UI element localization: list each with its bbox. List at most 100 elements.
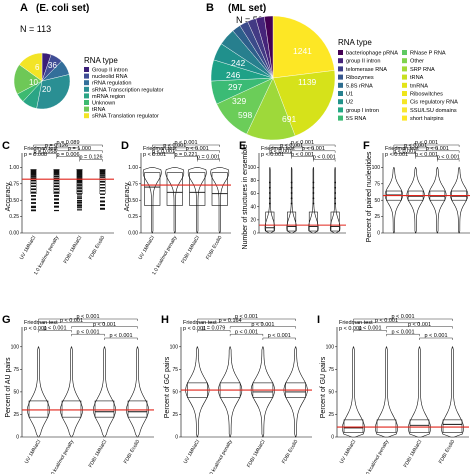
violin [375, 346, 398, 438]
box [442, 419, 463, 433]
data-point [77, 175, 82, 177]
y-tick-label: 50 [374, 198, 380, 204]
data-point [77, 174, 82, 176]
y-tick-label: 100 [11, 344, 20, 350]
panel-letter: H [161, 314, 169, 326]
outlier-point [290, 197, 293, 200]
violin [187, 167, 207, 234]
data-point [31, 185, 36, 188]
comparison-bracket [152, 147, 198, 150]
legend-b-item: SRP RNA [410, 67, 435, 73]
legend-b-item: RNase P RNA [410, 51, 446, 57]
legend-b-swatch [402, 74, 407, 80]
violin [286, 167, 297, 234]
data-point [31, 170, 36, 173]
y-tick-label: 100 [170, 344, 179, 350]
box [287, 211, 297, 232]
y-axis-label: Accuracy [124, 182, 131, 211]
data-point [54, 172, 59, 174]
outlier-point [290, 186, 293, 189]
y-tick-label: 50 [328, 390, 334, 396]
legend-b-item: tRNA [410, 75, 424, 81]
data-point [54, 175, 59, 177]
outlier-point [312, 197, 315, 200]
comparison-p: p < 0.001 [280, 143, 303, 149]
data-point [54, 202, 59, 204]
legend-b-item: Cis regulatory RNA [410, 100, 458, 106]
data-point [77, 209, 82, 211]
legend-a-item: mRNA region [92, 94, 125, 100]
pie-b-label: 598 [238, 110, 252, 120]
legend-b-title: RNA type [338, 38, 372, 47]
y-axis-label: Percent of AU pairs [5, 357, 12, 418]
y-tick-label: 1.00 [128, 165, 138, 171]
legend-b-swatch [402, 107, 407, 113]
y-tick-label: 20 [250, 217, 256, 223]
legend-b-swatch [338, 74, 343, 80]
comparison-bracket [353, 318, 453, 321]
legend-b-item: group I intron [346, 108, 379, 114]
panel-a-n: N = 113 [20, 24, 51, 34]
comparison-bracket [152, 153, 175, 156]
comparison-p: p < 0.001 [93, 322, 116, 328]
comparison-bracket [174, 150, 220, 153]
data-point [100, 207, 105, 210]
legend-b-swatch [338, 58, 343, 64]
data-point [54, 185, 59, 187]
comparison-bracket [33, 147, 80, 150]
data-point [31, 177, 36, 180]
outlier-point [268, 186, 271, 189]
box [28, 400, 49, 418]
outlier-point [334, 202, 337, 205]
comparison-bracket [269, 147, 314, 150]
x-tick-label: FDBI Ecoli0 [123, 439, 142, 465]
pie-b-label: 297 [228, 82, 242, 92]
comparison-bracket [386, 334, 420, 337]
comparison-p: p < 0.001 [391, 329, 414, 335]
data-point [77, 184, 82, 186]
y-tick-label: 0.25 [9, 214, 19, 220]
data-point [31, 209, 36, 211]
violin-panel-d: D Accuracy 0.00 0.25 0.50 0.75 1.00 Friedman te… [121, 140, 231, 276]
data-point [77, 181, 82, 184]
y-tick-label: 1.00 [9, 165, 19, 171]
y-axis-label: Percent of GC pairs [164, 356, 171, 418]
comparison-bracket [291, 150, 336, 153]
data-point [100, 193, 105, 195]
violin [126, 346, 149, 438]
y-tick-label: 0.50 [9, 198, 19, 204]
data-point [31, 175, 36, 177]
friedman-p: p = 0.008 [24, 152, 47, 158]
x-tick-label: FDBI 1MNaCl [88, 439, 109, 469]
data-point [100, 180, 105, 183]
box [76, 169, 83, 194]
x-tick-label: FDBI 1MNaCl [246, 439, 267, 469]
data-point [54, 209, 59, 212]
pie-b-label: 1241 [293, 46, 312, 56]
legend-b-item: short hairpins [410, 116, 444, 122]
box [61, 400, 82, 418]
y-axis-label: Percent of GU pairs [320, 356, 327, 418]
comparison-p: p < 0.001 [375, 318, 398, 324]
y-tick-label: 0 [331, 435, 334, 441]
outlier-point [312, 181, 315, 184]
y-tick-label: 100 [326, 344, 335, 350]
comparison-p: p = 0.126 [79, 155, 102, 161]
comparison-p: p < 0.001 [358, 326, 381, 332]
data-point [54, 173, 59, 175]
legend-a-item: tRNA [92, 107, 106, 113]
box [94, 400, 115, 418]
data-point [54, 191, 59, 193]
box [330, 211, 340, 232]
y-tick-label: 80 [250, 178, 256, 184]
violin [27, 346, 50, 438]
legend-a-item: sRNA Transcription regulator [92, 87, 164, 93]
comparison-p: p < 0.001 [152, 149, 175, 155]
box [376, 419, 397, 433]
data-point [77, 183, 82, 185]
comparison-bracket [71, 326, 138, 329]
comparison-bracket [437, 159, 460, 162]
box [189, 172, 206, 206]
